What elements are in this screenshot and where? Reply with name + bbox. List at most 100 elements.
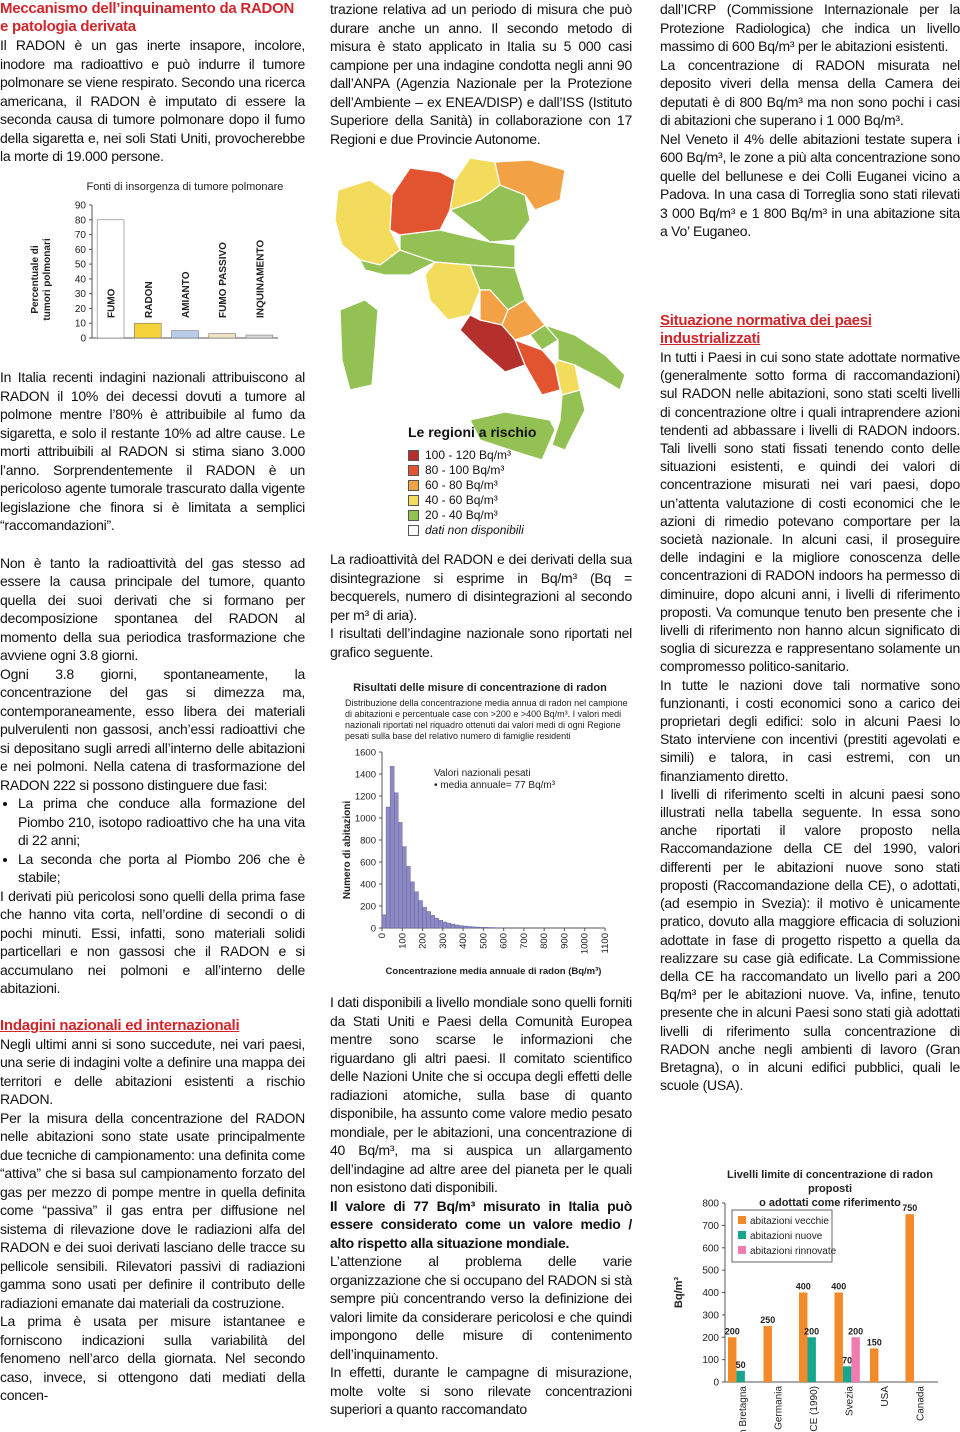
histogram-bar: [438, 920, 444, 929]
y-tick-label: 800: [702, 1199, 719, 1210]
legend-swatch: [738, 1216, 746, 1224]
histogram-bar: [487, 927, 492, 929]
histogram-bar: [410, 881, 415, 929]
x-tick-label: Svezia: [844, 1386, 855, 1416]
column-2-top: trazione relativa ad un periodo di misur…: [330, 0, 632, 148]
map-legend: Le regioni a rischio 100 - 120 Bq/m³ 80 -…: [408, 425, 548, 538]
x-tick-label: 0: [377, 933, 388, 938]
x-tick-label: 700: [519, 933, 530, 949]
data-label: 200: [725, 1326, 740, 1336]
y-tick-label: 800: [360, 836, 376, 847]
y-tick-label: 70: [75, 230, 87, 241]
data-label: 200: [804, 1326, 819, 1336]
region: [469, 411, 556, 461]
y-tick-label: 500: [702, 1266, 719, 1277]
x-tick-label: CE (1990): [809, 1386, 820, 1432]
chart-title: Fonti di insorgenza di tumore polmonare: [87, 181, 284, 193]
histogram-bar: [450, 923, 456, 929]
region: [358, 249, 437, 276]
paragraph: In tutti i Paesi in cui sono state adott…: [660, 349, 960, 675]
paragraph: La concentrazione di RADON misurata nel …: [660, 56, 960, 129]
chart-title-line: Livelli limite di concentrazione di rado…: [727, 1169, 933, 1195]
legend-label: abitazioni vecchie: [750, 1216, 829, 1227]
legend-label: abitazioni nuove: [750, 1231, 823, 1242]
histogram-bar: [446, 922, 452, 929]
heading: Indagini nazionali ed internazionali: [0, 1016, 240, 1034]
bar: [96, 219, 125, 339]
paragraph: Nel Veneto il 4% delle abitazioni testat…: [660, 130, 960, 240]
region: [339, 299, 379, 391]
bullet: La seconda che porta al Piombo 206 che è…: [18, 850, 305, 887]
chart-title-line: o adottati come riferimento: [759, 1197, 901, 1209]
y-axis-label: Bq/m³: [673, 1277, 685, 1309]
legend-item: 40 - 60 Bq/m³: [408, 493, 548, 508]
region: [543, 323, 626, 391]
category-label: FUMO: [107, 288, 118, 318]
legend-item: 60 - 80 Bq/m³: [408, 478, 548, 493]
y-tick-label: 0: [371, 924, 376, 935]
region: [551, 389, 586, 451]
paragraph: I dati disponibili a livello mondiale so…: [330, 994, 632, 1195]
y-tick-label: 80: [75, 215, 87, 226]
chart-histogram: 0 200 400 600 800 1000 1200 1400 1600 0 100 200 300 4…: [342, 748, 611, 978]
bar: [834, 1292, 843, 1382]
column-2-middle: La radioattività del RADON e dei derivat…: [330, 550, 632, 661]
data-label: 200: [848, 1326, 863, 1336]
data-label: 150: [867, 1337, 882, 1347]
y-tick-label: 100: [702, 1355, 719, 1366]
paragraph: I risultati dell’indagine nazionale sono…: [330, 625, 632, 660]
paragraph: In effetti, durante le campagne di misur…: [330, 1364, 632, 1417]
legend-label: abitazioni rinnovate: [750, 1246, 837, 1257]
y-tick-label: 90: [75, 201, 87, 212]
histogram-bar: [454, 924, 460, 929]
column-3-body: Situazione normativa dei paesi industria…: [660, 312, 960, 1094]
legend-swatch: [738, 1246, 746, 1254]
data-label: 400: [796, 1282, 811, 1292]
x-tick-label: 100: [397, 933, 408, 949]
data-label: 250: [760, 1315, 775, 1325]
paragraph: La prima è usata per misure istantanee e…: [0, 1313, 305, 1403]
histogram-bar: [479, 927, 484, 929]
legend-swatch: [408, 465, 419, 476]
y-tick-label: 600: [702, 1243, 719, 1254]
bar: [728, 1337, 737, 1382]
histogram-bar: [470, 926, 476, 929]
column-1-top: Meccanismo dell’inquinamento da RADON e …: [0, 0, 305, 166]
column-1-body: In Italia recenti indagini nazionali att…: [0, 368, 305, 1405]
legend-label: 20 - 40 Bq/m³: [425, 508, 498, 522]
legend-item: 20 - 40 Bq/m³: [408, 508, 548, 523]
x-tick-label: Germania: [773, 1386, 784, 1430]
x-tick-label: 300: [438, 933, 449, 949]
heading: Situazione normativa dei paesi industria…: [660, 312, 872, 347]
column-2-bottom: I dati disponibili a livello mondiale so…: [330, 993, 632, 1419]
chart-subtitle: Distribuzione della concentrazione media…: [345, 698, 628, 741]
category-label: AMIANTO: [181, 271, 192, 318]
y-tick-label: 30: [75, 289, 87, 300]
data-label: 750: [902, 1203, 917, 1213]
x-tick-label: 1000: [580, 933, 591, 954]
bullet: La prima che conduce alla formazione del…: [18, 794, 305, 850]
paragraph: In Italia recenti indagini nazionali att…: [0, 369, 305, 533]
histogram-bar: [406, 866, 411, 929]
legend-swatch: [408, 495, 419, 506]
bar: [799, 1292, 808, 1382]
y-tick-label: 1000: [355, 814, 376, 825]
histogram-bar: [381, 914, 387, 929]
histogram-bar: [402, 846, 407, 929]
paragraph: La radioattività del RADON e dei derivat…: [330, 551, 632, 623]
x-tick-label: 1100: [600, 933, 611, 953]
y-tick-label: 300: [702, 1310, 719, 1321]
bar: [171, 330, 199, 339]
region: [513, 338, 561, 396]
paragraph: Il RADON è un gas inerte insapore, incol…: [0, 37, 305, 164]
bullet-list: La prima che conduce alla formazione del…: [0, 794, 305, 887]
data-label: 400: [831, 1282, 846, 1292]
histogram-bar: [442, 921, 448, 929]
legend-label: 60 - 80 Bq/m³: [425, 478, 498, 492]
histogram-bar: [462, 925, 468, 929]
y-tick-label: 0: [713, 1378, 719, 1389]
legend-label: 100 - 120 Bq/m³: [425, 448, 512, 462]
histogram-bar: [385, 806, 391, 929]
histogram-bar: [434, 917, 439, 929]
